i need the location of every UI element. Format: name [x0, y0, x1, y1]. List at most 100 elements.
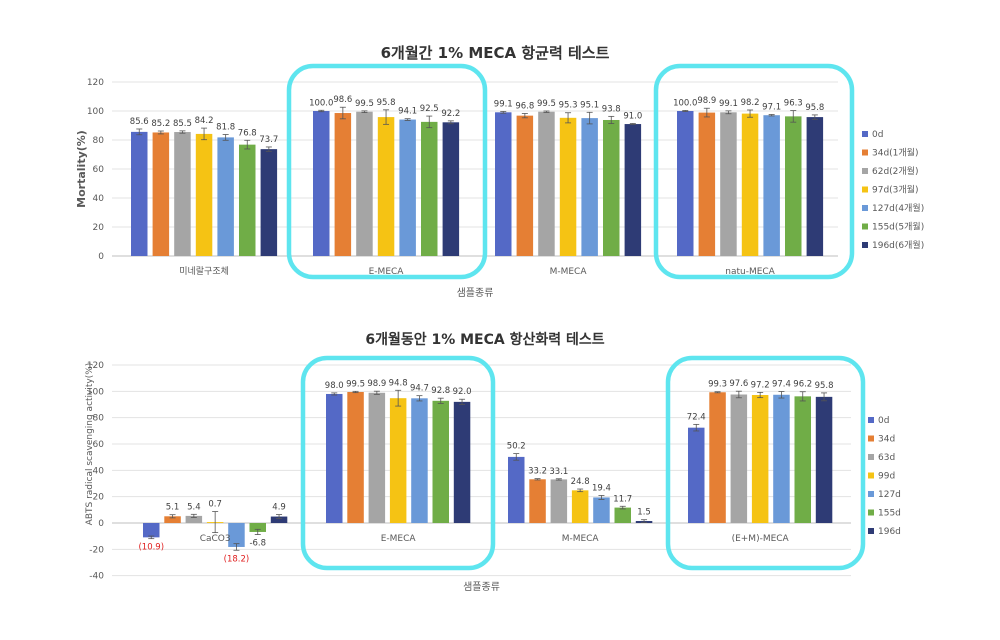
bar [806, 117, 824, 256]
data-label: 99.5 [355, 99, 374, 109]
legend-entry: 127d(4개월) [872, 202, 924, 214]
bar [559, 117, 577, 256]
data-label: 93.8 [602, 104, 621, 114]
bar [260, 149, 278, 256]
bar [442, 122, 460, 256]
legend-swatch [862, 168, 868, 174]
legend-entry: 34d(1개월) [872, 147, 918, 159]
data-label: 92.0 [453, 387, 472, 397]
data-label: 95.8 [805, 103, 824, 113]
data-label: 24.8 [571, 477, 590, 487]
bar [228, 523, 245, 547]
data-label: 85.5 [173, 119, 192, 129]
data-label: 72.4 [687, 412, 706, 422]
data-label: 96.2 [793, 380, 812, 390]
bar [377, 117, 395, 256]
y-tick-label: 40 [93, 466, 105, 476]
data-label: 19.4 [592, 483, 611, 493]
bar [164, 516, 181, 523]
x-axis-label: 샘플종류 [457, 287, 494, 299]
chart-title: 6개월간 1% MECA 항균력 테스트 [381, 44, 610, 62]
legend-swatch [862, 131, 868, 137]
y-tick-label: 0 [98, 252, 104, 262]
y-axis-label: Mortality(%) [75, 130, 88, 208]
data-label: 85.2 [151, 119, 170, 129]
bar [432, 400, 449, 523]
bar [368, 392, 386, 523]
category-label: 미네랄구조체 [179, 266, 229, 277]
legend-entry: 62d(2개월) [872, 165, 918, 177]
bar [624, 124, 642, 256]
bar [508, 456, 525, 523]
bar [720, 112, 737, 257]
bar [516, 115, 534, 256]
data-label: 5.4 [187, 502, 201, 512]
category-label: M-MECA [550, 267, 588, 277]
data-label: 76.8 [238, 128, 257, 138]
bar [495, 112, 512, 257]
bar [751, 395, 769, 523]
legend-swatch [862, 223, 868, 230]
data-label: 33.1 [549, 467, 568, 477]
bar [239, 144, 256, 256]
data-label: 99.1 [719, 99, 738, 109]
category-label: E-MECA [369, 267, 405, 277]
data-label: 98.9 [697, 96, 716, 106]
legend-swatch [862, 149, 868, 156]
data-label: 92.8 [431, 386, 450, 396]
bar [389, 398, 407, 523]
legend-swatch [868, 435, 874, 442]
legend-entry: 0d [878, 416, 889, 426]
data-label: 94.8 [389, 378, 408, 388]
data-label: 98.6 [333, 95, 352, 105]
data-label: -6.8 [249, 539, 266, 549]
bar [815, 396, 833, 523]
category-label: natu-MECA [725, 267, 775, 277]
data-label: 99.5 [346, 379, 365, 389]
bar [571, 490, 589, 523]
data-label: (18.2) [224, 554, 250, 564]
data-label: 97.6 [729, 379, 748, 389]
bar [334, 113, 352, 256]
y-tick-label: 100 [87, 107, 104, 117]
bar [356, 111, 373, 256]
bar [785, 116, 802, 257]
y-tick-label: 120 [87, 78, 104, 88]
data-label: 94.7 [410, 384, 429, 394]
chart-antibacterial: 6개월간 1% MECA 항균력 테스트 0 20 40 60 80 100 120 85.6 1… [75, 44, 924, 299]
bar [677, 111, 694, 256]
legend-entry: 0d [872, 130, 883, 140]
bar [614, 507, 631, 523]
bar [313, 111, 330, 256]
legend-swatch [868, 528, 874, 534]
legend-swatch [868, 454, 874, 460]
bar [326, 393, 343, 523]
highlight-box-e-meca [300, 355, 496, 571]
data-label: 73.7 [259, 135, 278, 145]
bar [453, 401, 471, 523]
legend-entry: 34d [878, 435, 895, 445]
y-tick-label: -40 [89, 572, 104, 582]
x-axis-label: 샘플종류 [463, 581, 500, 593]
bar [698, 112, 716, 256]
y-tick-label: 0 [98, 519, 104, 529]
bar [538, 111, 555, 256]
data-label: 95.1 [580, 100, 599, 110]
data-label: 99.5 [537, 99, 556, 109]
data-label: 95.8 [815, 381, 834, 391]
bar [270, 516, 288, 523]
data-label: 81.8 [216, 122, 235, 132]
data-label: 92.5 [420, 104, 439, 114]
legend-entry: 196d(6개월) [872, 239, 924, 251]
data-label: 97.2 [751, 380, 770, 390]
bar [421, 121, 438, 256]
bar [411, 398, 428, 523]
data-label: 1.5 [637, 508, 651, 518]
bar [773, 394, 790, 523]
bar [347, 391, 364, 523]
y-axis-label: ABTS radical scavenging activity(%) [85, 363, 95, 526]
y-tick-label: 40 [93, 194, 105, 204]
data-label: 95.8 [377, 98, 396, 108]
y-tick-label: 80 [93, 136, 105, 146]
bar [794, 396, 811, 523]
